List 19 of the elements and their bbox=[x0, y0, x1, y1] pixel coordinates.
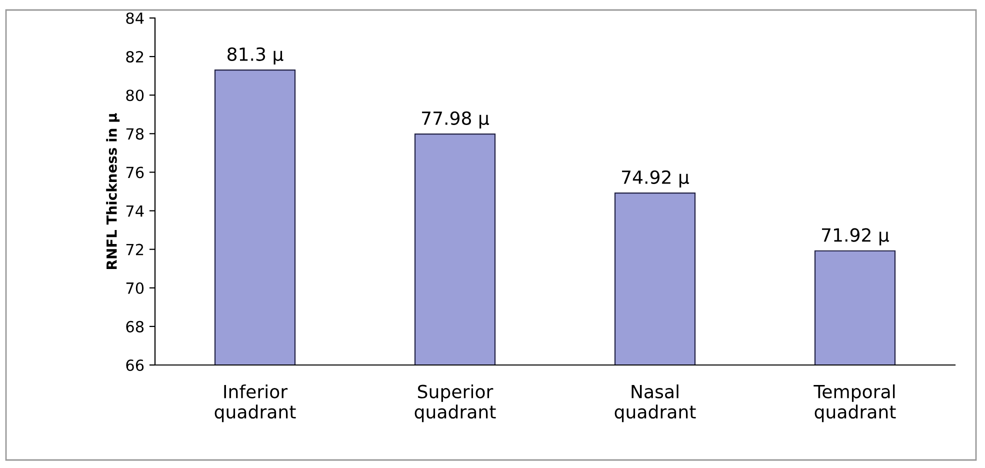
y-axis-title: RNFL Thickness in μ bbox=[106, 113, 120, 269]
data-label: 71.92 μ bbox=[822, 228, 890, 246]
x-tick-label: Superior quadrant bbox=[414, 384, 496, 422]
y-tick-label: 70 bbox=[126, 282, 144, 294]
x-tick-label: Inferior quadrant bbox=[214, 384, 296, 422]
y-tick-label: 68 bbox=[126, 320, 144, 332]
y-tick-label: 84 bbox=[126, 12, 144, 24]
y-tick-label: 74 bbox=[126, 205, 144, 217]
data-label: 81.3 μ bbox=[228, 47, 284, 64]
data-label: 77.98 μ bbox=[422, 111, 490, 128]
y-tick-label: 82 bbox=[126, 51, 144, 63]
y-tick-label: 76 bbox=[126, 166, 144, 178]
y-tick-label: 80 bbox=[126, 90, 144, 102]
x-tick-label: Nasal quadrant bbox=[614, 384, 696, 422]
y-tick-label: 78 bbox=[126, 128, 144, 140]
y-tick-label: 72 bbox=[126, 244, 144, 256]
y-tick-label: 66 bbox=[126, 359, 144, 372]
data-label: 74.92 μ bbox=[622, 170, 690, 188]
x-tick-label: Temporal quadrant bbox=[814, 384, 896, 422]
